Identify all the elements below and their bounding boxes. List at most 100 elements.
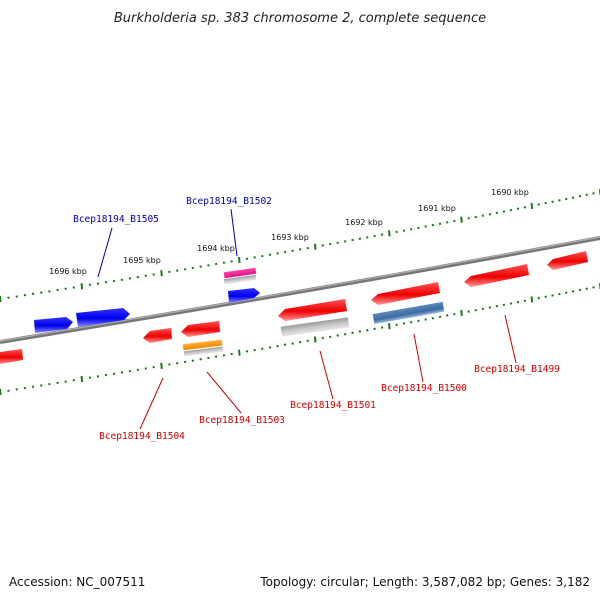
minor-tick	[207, 356, 210, 360]
gene-label[interactable]: Bcep18194_B1502	[186, 196, 272, 207]
minor-tick	[276, 344, 279, 348]
minor-tick	[488, 212, 492, 216]
minor-tick	[230, 260, 233, 263]
gene-label[interactable]: Bcep18194_B1505	[73, 214, 159, 225]
gene-feature[interactable]	[183, 346, 224, 357]
minor-tick	[551, 294, 554, 297]
minor-tick	[351, 331, 354, 335]
minor-tick	[373, 327, 376, 331]
minor-tick	[152, 365, 155, 369]
leader-line	[413, 333, 424, 383]
minor-tick	[592, 286, 595, 289]
minor-tick	[96, 375, 100, 378]
tick-label: 1690 kbp	[491, 188, 529, 197]
minor-tick	[64, 287, 67, 290]
minor-tick	[380, 326, 384, 329]
minor-tick	[15, 388, 18, 391]
gene-label[interactable]: Bcep18194_B1504	[99, 431, 185, 442]
minor-tick	[128, 369, 132, 373]
minor-tick	[495, 211, 499, 215]
minor-tick	[144, 274, 147, 278]
major-tick	[388, 323, 391, 330]
minor-tick	[431, 316, 435, 320]
gene-feature[interactable]	[223, 274, 257, 285]
minor-tick	[261, 347, 264, 351]
minor-tick	[453, 312, 456, 316]
minor-tick	[537, 203, 540, 206]
major-tick	[388, 230, 391, 237]
minor-tick	[544, 295, 547, 299]
minor-tick	[88, 283, 92, 287]
minor-tick	[183, 360, 187, 364]
minor-tick	[424, 225, 427, 228]
minor-tick	[222, 261, 226, 264]
minor-tick	[306, 246, 309, 250]
minor-tick	[409, 320, 413, 324]
minor-tick	[431, 223, 435, 227]
gene-feature[interactable]	[372, 301, 445, 325]
leader-line	[230, 208, 238, 257]
gene-feature[interactable]	[181, 321, 220, 337]
minor-tick	[168, 270, 171, 274]
leader-line	[97, 227, 113, 278]
gene-feature[interactable]	[76, 308, 130, 327]
chromosome-backbone	[0, 236, 600, 344]
major-tick	[160, 362, 163, 369]
gene-label[interactable]: Bcep18194_B1500	[381, 383, 467, 394]
minor-tick	[283, 250, 287, 254]
minor-tick	[474, 215, 477, 219]
minor-tick	[144, 367, 147, 370]
major-tick	[80, 283, 84, 290]
minor-tick	[328, 335, 332, 339]
minor-tick	[502, 210, 506, 213]
tick-label: 1696 kbp	[49, 267, 87, 276]
gene-feature[interactable]	[228, 288, 260, 303]
gene-feature[interactable]	[278, 299, 347, 321]
gene-feature[interactable]	[0, 349, 23, 364]
minor-tick	[358, 237, 362, 240]
topology-summary: Topology: circular; Length: 3,587,082 bp…	[259, 575, 590, 589]
minor-tick	[298, 248, 302, 251]
gene-label[interactable]: Bcep18194_B1503	[199, 415, 285, 426]
gene-feature[interactable]	[182, 339, 223, 351]
minor-tick	[565, 291, 568, 294]
minor-tick	[328, 242, 332, 246]
minor-tick	[343, 332, 347, 336]
minor-tick	[424, 318, 427, 321]
leader-line	[319, 350, 334, 400]
minor-tick	[571, 290, 575, 293]
minor-tick	[261, 254, 264, 258]
accession-text: Accession: NC_007511	[9, 575, 145, 589]
minor-tick	[7, 389, 10, 392]
minor-tick	[417, 226, 420, 230]
minor-tick	[578, 194, 582, 198]
tick-label: 1691 kbp	[418, 204, 456, 213]
minor-tick	[120, 371, 124, 374]
minor-tick	[366, 236, 369, 239]
minor-tick	[558, 292, 561, 296]
gene-label[interactable]: Bcep18194_B1501	[290, 400, 376, 411]
minor-tick	[467, 310, 470, 313]
minor-tick	[502, 303, 506, 307]
gene-feature[interactable]	[143, 328, 172, 343]
gene-feature[interactable]	[280, 317, 350, 337]
minor-tick	[445, 221, 449, 224]
minor-tick	[64, 380, 67, 383]
minor-tick	[48, 290, 51, 293]
gene-feature[interactable]	[547, 251, 588, 270]
minor-tick	[380, 233, 384, 236]
major-tick	[460, 309, 463, 316]
minor-tick	[488, 306, 492, 309]
minor-tick	[152, 273, 155, 276]
minor-tick	[120, 278, 124, 281]
minor-tick	[230, 352, 233, 356]
gene-feature[interactable]	[223, 267, 257, 279]
gene-feature[interactable]	[464, 264, 529, 287]
minor-tick	[445, 314, 449, 317]
minor-tick	[509, 208, 513, 212]
gene-feature[interactable]	[34, 317, 73, 333]
gene-label[interactable]: Bcep18194_B1499	[474, 364, 560, 375]
gene-feature[interactable]	[371, 282, 440, 305]
leader-line	[139, 377, 164, 430]
major-tick	[0, 388, 2, 396]
